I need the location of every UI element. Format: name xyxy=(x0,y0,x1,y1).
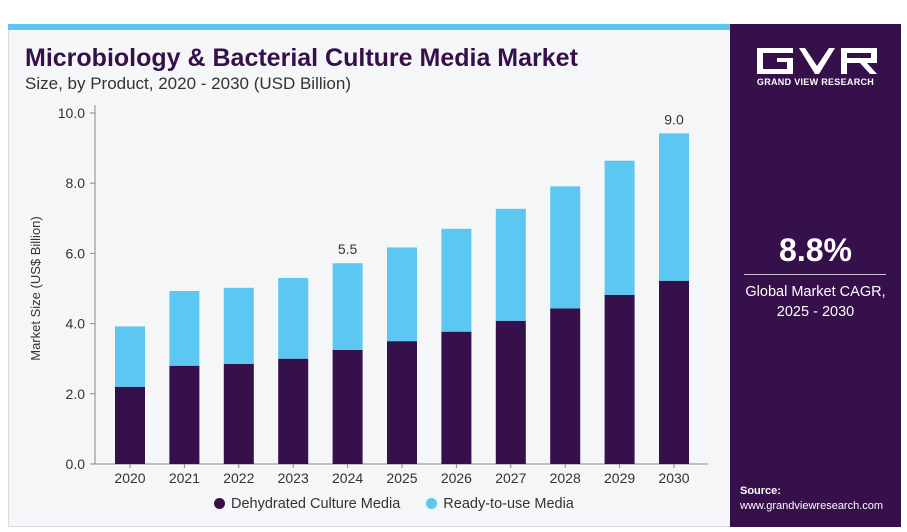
side-panel: GRAND VIEW RESEARCH 8.8% Global Market C… xyxy=(730,24,901,527)
x-tick-label: 2029 xyxy=(604,470,635,486)
x-tick-label: 2024 xyxy=(332,470,363,486)
x-tick-label: 2025 xyxy=(386,470,417,486)
y-tick-label: 8.0 xyxy=(66,175,86,191)
chart-subtitle: Size, by Product, 2020 - 2030 (USD Billi… xyxy=(25,74,351,93)
y-axis-label: Market Size (US$ Billion) xyxy=(28,216,43,361)
bar-chart: 0.0 2.0 4.0 6.0 8.0 10.0 Market Size (US$ Bill… xyxy=(28,105,708,486)
source-label: Source: xyxy=(740,485,781,497)
y-tick-label: 2.0 xyxy=(66,386,86,402)
bar-dehydrated-2027 xyxy=(495,320,526,464)
cagr-divider xyxy=(744,274,886,275)
x-tick-label: 2020 xyxy=(114,470,145,486)
bar-ready-to-use-2026 xyxy=(441,228,472,332)
bar-ready-to-use-2027 xyxy=(495,208,526,321)
gvr-logo-icon xyxy=(757,48,877,74)
bar-dehydrated-2029 xyxy=(604,294,635,464)
cagr-value: 8.8% xyxy=(779,232,852,268)
bar-ready-to-use-2028 xyxy=(550,186,581,309)
data-label-2030: 9.0 xyxy=(664,111,684,127)
bar-ready-to-use-2022 xyxy=(223,287,254,364)
legend-item-ready-to-use: Ready-to-use Media xyxy=(426,496,574,512)
accent-stripe xyxy=(8,24,730,30)
cagr-label-line2: 2025 - 2030 xyxy=(776,304,855,320)
bar-ready-to-use-2023 xyxy=(278,277,309,359)
chart-legend: Dehydrated Culture Media Ready-to-use Me… xyxy=(214,496,596,512)
bar-ready-to-use-2020 xyxy=(115,326,145,387)
x-tick-label: 2027 xyxy=(495,470,526,486)
bar-ready-to-use-2030 xyxy=(659,133,689,281)
legend-swatch-ready-to-use xyxy=(426,498,438,509)
y-tick-label: 0.0 xyxy=(66,456,86,472)
x-tick-label: 2028 xyxy=(550,470,581,486)
bar-dehydrated-2022 xyxy=(223,363,254,464)
brand-name: GRAND VIEW RESEARCH xyxy=(756,77,875,87)
y-tick-label: 6.0 xyxy=(66,245,86,261)
chart-title: Microbiology & Bacterial Culture Media M… xyxy=(25,44,578,72)
bar-ready-to-use-2024 xyxy=(332,263,363,350)
y-tick-label: 10.0 xyxy=(58,105,85,121)
bar-dehydrated-2025 xyxy=(387,341,417,464)
cagr-label: Global Market CAGR, 2025 - 2030 xyxy=(730,282,901,322)
legend-item-dehydrated: Dehydrated Culture Media xyxy=(214,496,400,512)
bar-ready-to-use-2021 xyxy=(169,290,200,366)
legend-label-ready-to-use: Ready-to-use Media xyxy=(443,496,574,512)
cagr-label-line1: Global Market CAGR, xyxy=(745,284,886,300)
x-tick-label: 2030 xyxy=(658,470,689,486)
bar-ready-to-use-2029 xyxy=(604,160,635,295)
bar-ready-to-use-2025 xyxy=(387,247,417,342)
bar-dehydrated-2030 xyxy=(659,280,689,464)
data-label-2024: 5.5 xyxy=(338,241,358,257)
legend-swatch-dehydrated xyxy=(214,498,225,509)
bar-dehydrated-2020 xyxy=(115,386,145,464)
x-tick-label: 2026 xyxy=(441,470,472,486)
bar-dehydrated-2024 xyxy=(332,349,363,464)
x-tick-label: 2022 xyxy=(223,470,254,486)
source-url: www.grandviewresearch.com xyxy=(740,500,884,512)
bar-dehydrated-2021 xyxy=(169,365,200,464)
bar-dehydrated-2026 xyxy=(441,331,472,464)
legend-label-dehydrated: Dehydrated Culture Media xyxy=(231,496,401,512)
x-tick-label: 2021 xyxy=(169,470,200,486)
bar-dehydrated-2023 xyxy=(278,358,309,464)
x-tick-label: 2023 xyxy=(278,470,309,486)
bar-dehydrated-2028 xyxy=(550,308,581,464)
y-tick-label: 4.0 xyxy=(66,316,86,332)
